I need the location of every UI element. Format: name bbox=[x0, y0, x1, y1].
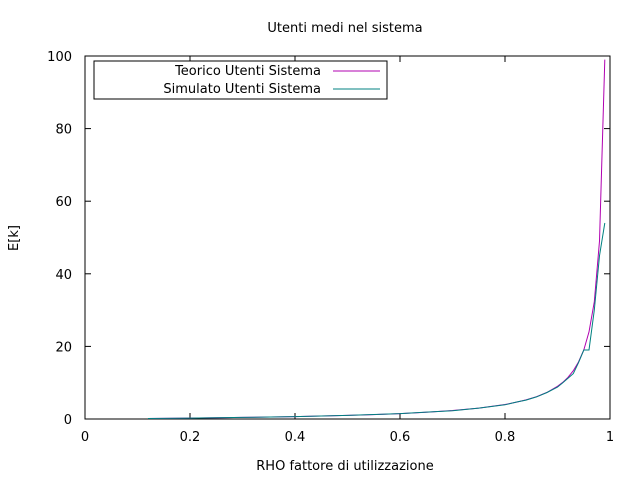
y-tick-label: 80 bbox=[55, 123, 72, 138]
x-tick-label: 1 bbox=[606, 430, 614, 445]
x-axis-label: RHO fattore di utilizzazione bbox=[256, 459, 433, 474]
y-tick-label: 20 bbox=[55, 340, 72, 355]
y-tick-label: 40 bbox=[55, 268, 72, 283]
x-tick-label: 0.2 bbox=[180, 430, 201, 445]
x-tick-label: 0.8 bbox=[495, 430, 516, 445]
chart-title: Utenti medi nel sistema bbox=[267, 21, 422, 36]
series-line-simulato bbox=[147, 222, 606, 419]
legend-box bbox=[93, 60, 388, 100]
plot-frame bbox=[84, 55, 611, 420]
y-tick-label: 100 bbox=[47, 50, 72, 65]
series-layer bbox=[147, 59, 606, 419]
series-line-teorico bbox=[147, 59, 606, 419]
x-tick-label: 0.4 bbox=[285, 430, 306, 445]
axis-ticks: 0 0.2 0.4 0.6 0.8 1 0 20 40 60 80 100 bbox=[47, 50, 614, 445]
y-tick-label: 0 bbox=[64, 413, 72, 428]
legend-label-simulato: Simulato Utenti Sistema bbox=[163, 82, 321, 97]
legend: Teorico Utenti Sistema Simulato Utenti S… bbox=[93, 60, 388, 100]
y-tick-label: 60 bbox=[55, 195, 72, 210]
legend-label-teorico: Teorico Utenti Sistema bbox=[174, 64, 321, 79]
x-tick-label: 0.6 bbox=[390, 430, 411, 445]
y-axis-label: E[k] bbox=[7, 225, 22, 251]
x-tick-label: 0 bbox=[81, 430, 89, 445]
